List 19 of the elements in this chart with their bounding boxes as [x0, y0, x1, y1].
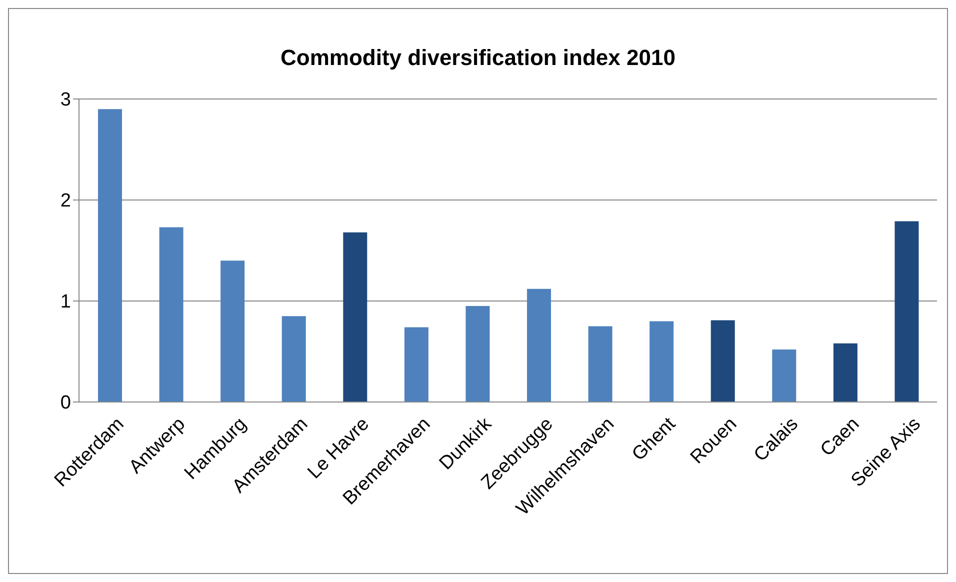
bar: [833, 343, 858, 402]
y-tick-label: 1: [60, 292, 71, 313]
chart-title: Commodity diversification index 2010: [280, 45, 676, 71]
bar: [159, 227, 184, 402]
bar: [404, 327, 428, 402]
bar: [588, 326, 612, 402]
bar: [650, 321, 674, 402]
bar: [220, 260, 245, 402]
y-tick-label: 3: [60, 90, 71, 111]
bar: [894, 221, 919, 402]
y-tick-label: 2: [60, 190, 71, 212]
bar: [527, 288, 551, 402]
y-tick-label: 0: [60, 392, 71, 414]
bar: [98, 109, 122, 402]
bar: [772, 349, 796, 402]
bar: [710, 320, 735, 402]
bar: [343, 232, 368, 402]
bar: [282, 316, 306, 402]
bar: [466, 306, 490, 402]
